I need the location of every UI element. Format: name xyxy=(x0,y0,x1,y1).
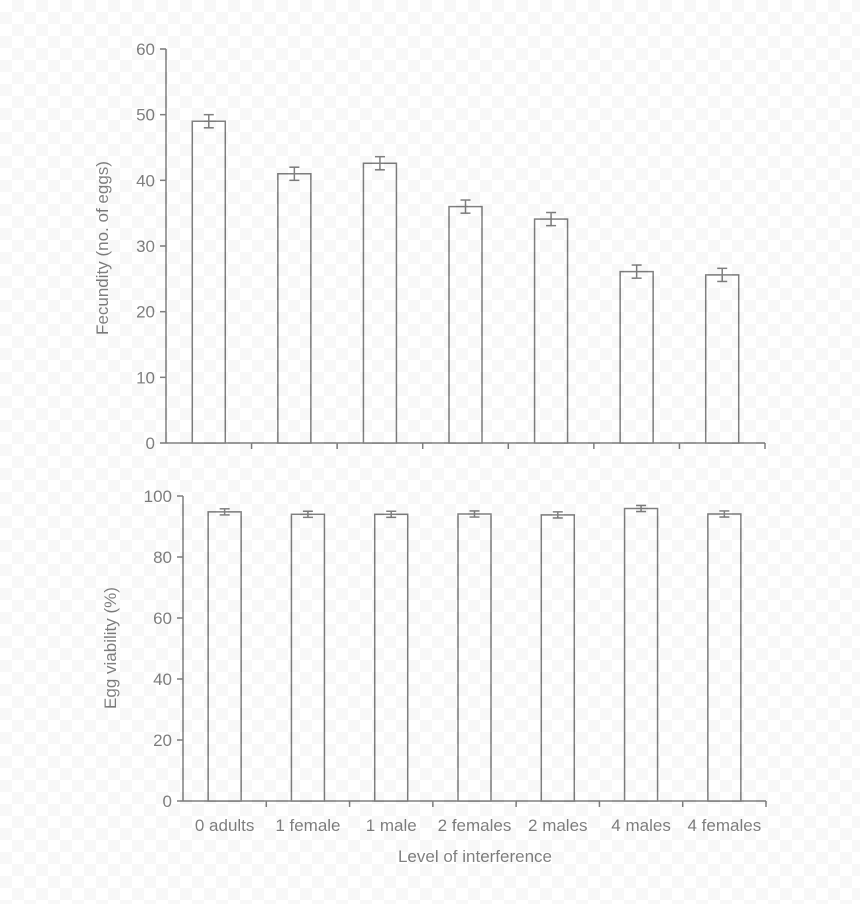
figure: Fecundity (no. of eggs) 0102030405060 Eg… xyxy=(0,0,860,904)
transparency-background xyxy=(0,0,860,904)
